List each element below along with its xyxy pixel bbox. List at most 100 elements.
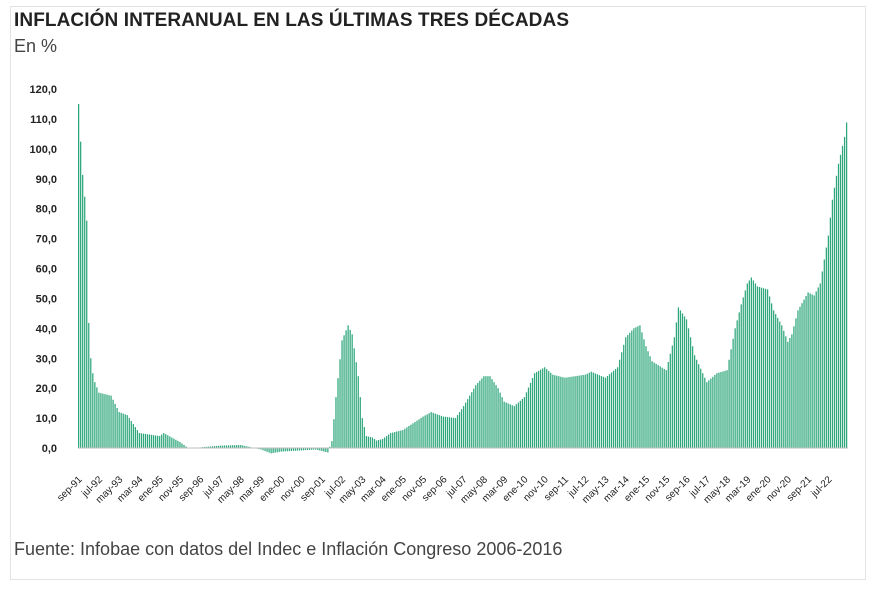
bar: [602, 376, 605, 448]
bar: [637, 326, 639, 448]
bar: [801, 303, 803, 448]
bar: [406, 427, 408, 448]
bar: [485, 376, 487, 448]
y-tick-label: 10,0: [36, 413, 57, 425]
bar: [481, 378, 483, 448]
bar: [146, 434, 149, 448]
y-tick-label: 40,0: [36, 323, 57, 335]
bar: [355, 362, 357, 448]
bar: [552, 374, 554, 448]
bar: [544, 367, 546, 448]
bar: [138, 433, 141, 448]
bar: [309, 448, 311, 450]
bar: [104, 394, 106, 448]
bar: [452, 417, 455, 448]
bar: [594, 373, 596, 448]
bar: [463, 406, 465, 448]
bar: [217, 445, 220, 448]
bar: [148, 434, 151, 448]
bar: [276, 448, 278, 453]
bar: [467, 399, 469, 448]
bar: [505, 402, 507, 448]
bar: [227, 445, 230, 448]
bar: [126, 415, 128, 448]
bar: [440, 415, 442, 448]
bar: [242, 445, 244, 448]
bar: [503, 401, 505, 448]
bar: [823, 259, 825, 448]
bar: [140, 433, 143, 448]
bar: [791, 334, 793, 448]
bar: [578, 375, 580, 448]
bar: [246, 446, 248, 448]
bar: [661, 367, 663, 448]
bar: [827, 235, 829, 448]
bar: [519, 400, 521, 448]
bar: [84, 196, 86, 448]
bar: [762, 288, 765, 448]
x-tick-label: sep-91: [55, 474, 85, 504]
bar: [621, 352, 623, 448]
bar: [86, 220, 88, 448]
bar: [669, 353, 671, 448]
bar: [625, 337, 627, 448]
bar: [381, 439, 384, 448]
bar: [604, 377, 607, 448]
bar: [789, 338, 791, 448]
bar: [663, 368, 665, 448]
y-axis: 0,0 10,0 20,0 30,0 40,0 50,0 60,0 70,0 80,0 90,0 1…: [29, 84, 57, 455]
bar: [614, 368, 617, 448]
bar: [841, 145, 844, 448]
bar: [130, 421, 132, 448]
chart-frame: [10, 6, 866, 580]
bar: [319, 448, 321, 451]
bar: [766, 289, 769, 448]
bar: [238, 445, 240, 448]
bar: [671, 345, 673, 448]
bar: [779, 321, 781, 448]
bar: [529, 382, 532, 448]
bar: [533, 373, 536, 448]
bar: [450, 417, 453, 448]
bar: [207, 446, 209, 448]
bar: [740, 304, 742, 448]
bar: [132, 424, 134, 448]
bar: [720, 372, 722, 448]
bar: [343, 335, 345, 448]
bar: [473, 388, 475, 448]
bar: [537, 370, 540, 448]
bar: [80, 141, 82, 448]
bar: [645, 346, 647, 448]
bar: [493, 382, 495, 448]
bar: [760, 287, 763, 448]
bar: [284, 448, 286, 452]
bar: [98, 392, 100, 448]
bar: [122, 413, 124, 448]
bar: [349, 329, 351, 448]
bar: [590, 371, 592, 448]
bar: [570, 376, 572, 448]
bar: [124, 414, 126, 448]
bar: [345, 330, 347, 448]
bar: [517, 402, 519, 448]
bar: [456, 415, 459, 448]
bar: [527, 387, 530, 448]
bar: [831, 199, 834, 448]
bar: [675, 322, 678, 448]
bar: [758, 287, 761, 448]
bar: [775, 314, 777, 448]
bar: [209, 446, 211, 448]
bar: [100, 393, 102, 448]
bar: [225, 445, 228, 448]
bar: [631, 330, 633, 448]
bar: [726, 370, 728, 448]
bar: [266, 448, 268, 452]
bar: [205, 446, 207, 448]
bar: [665, 370, 667, 448]
bar: [296, 448, 299, 451]
bar: [424, 415, 426, 448]
bar: [446, 417, 449, 448]
bar: [479, 380, 481, 448]
bar: [110, 395, 112, 448]
bar: [576, 375, 578, 448]
